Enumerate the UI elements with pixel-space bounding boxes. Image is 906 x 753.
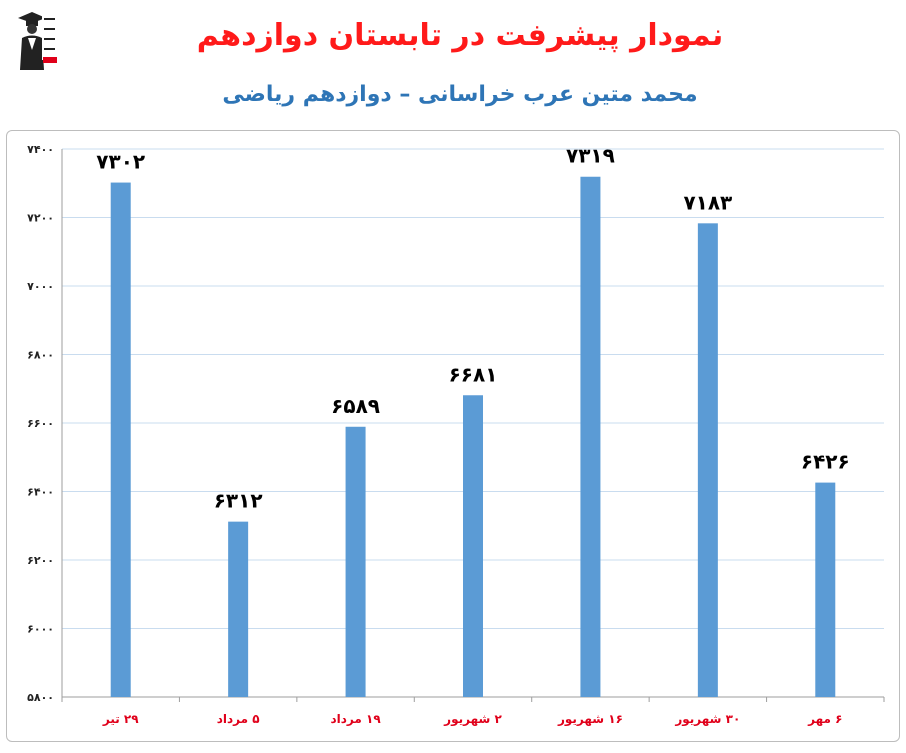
x-tick-label: ۲۹ تیر: [102, 712, 139, 726]
data-label: ۶۵۸۹: [331, 394, 380, 418]
y-tick-label: ۷۰۰۰: [27, 280, 54, 293]
bar: [697, 223, 718, 697]
bar: [815, 482, 836, 697]
y-tick-label: ۶۴۰۰: [27, 486, 54, 499]
y-tick-label: ۶۲۰۰: [27, 554, 54, 567]
y-tick-label: ۷۲۰۰: [27, 212, 54, 225]
data-label: ۷۳۱۹: [566, 144, 615, 168]
x-tick-label: ۵ مرداد: [217, 712, 260, 726]
chart-frame: [6, 130, 900, 742]
y-tick-label: ۵۸۰۰: [27, 691, 54, 704]
data-label: ۷۱۸۳: [683, 190, 732, 214]
data-label: ۶۶۸۱: [449, 362, 498, 386]
x-tick-label: ۱۹ مرداد: [330, 712, 381, 726]
y-tick-label: ۶۸۰۰: [27, 349, 54, 362]
chart-subtitle: محمد متین عرب خراسانی – دوازدهم ریاضی: [222, 82, 698, 107]
x-tick-label: ۲ شهریور: [443, 712, 502, 727]
data-label: ۶۴۲۶: [801, 450, 850, 474]
data-label: ۶۳۱۲: [214, 489, 263, 513]
bar: [345, 426, 366, 697]
bar: [580, 176, 601, 697]
bar: [228, 521, 249, 697]
x-tick-label: ۱۶ شهریور: [557, 712, 623, 727]
y-tick-label: ۶۰۰۰: [27, 623, 54, 636]
logo: [14, 8, 58, 72]
x-tick-label: ۳۰ شهریور: [674, 712, 740, 727]
bar: [463, 395, 483, 697]
bar: [110, 182, 131, 697]
chart-title: نمودار پیشرفت در تابستان دوازدهم: [196, 18, 724, 53]
data-label: ۷۳۰۲: [96, 150, 145, 174]
y-tick-label: ۶۶۰۰: [27, 417, 54, 430]
graduate-logo-icon: [18, 12, 57, 70]
x-tick-label: ۶ مهر: [807, 712, 842, 726]
y-tick-label: ۷۴۰۰: [27, 143, 54, 156]
